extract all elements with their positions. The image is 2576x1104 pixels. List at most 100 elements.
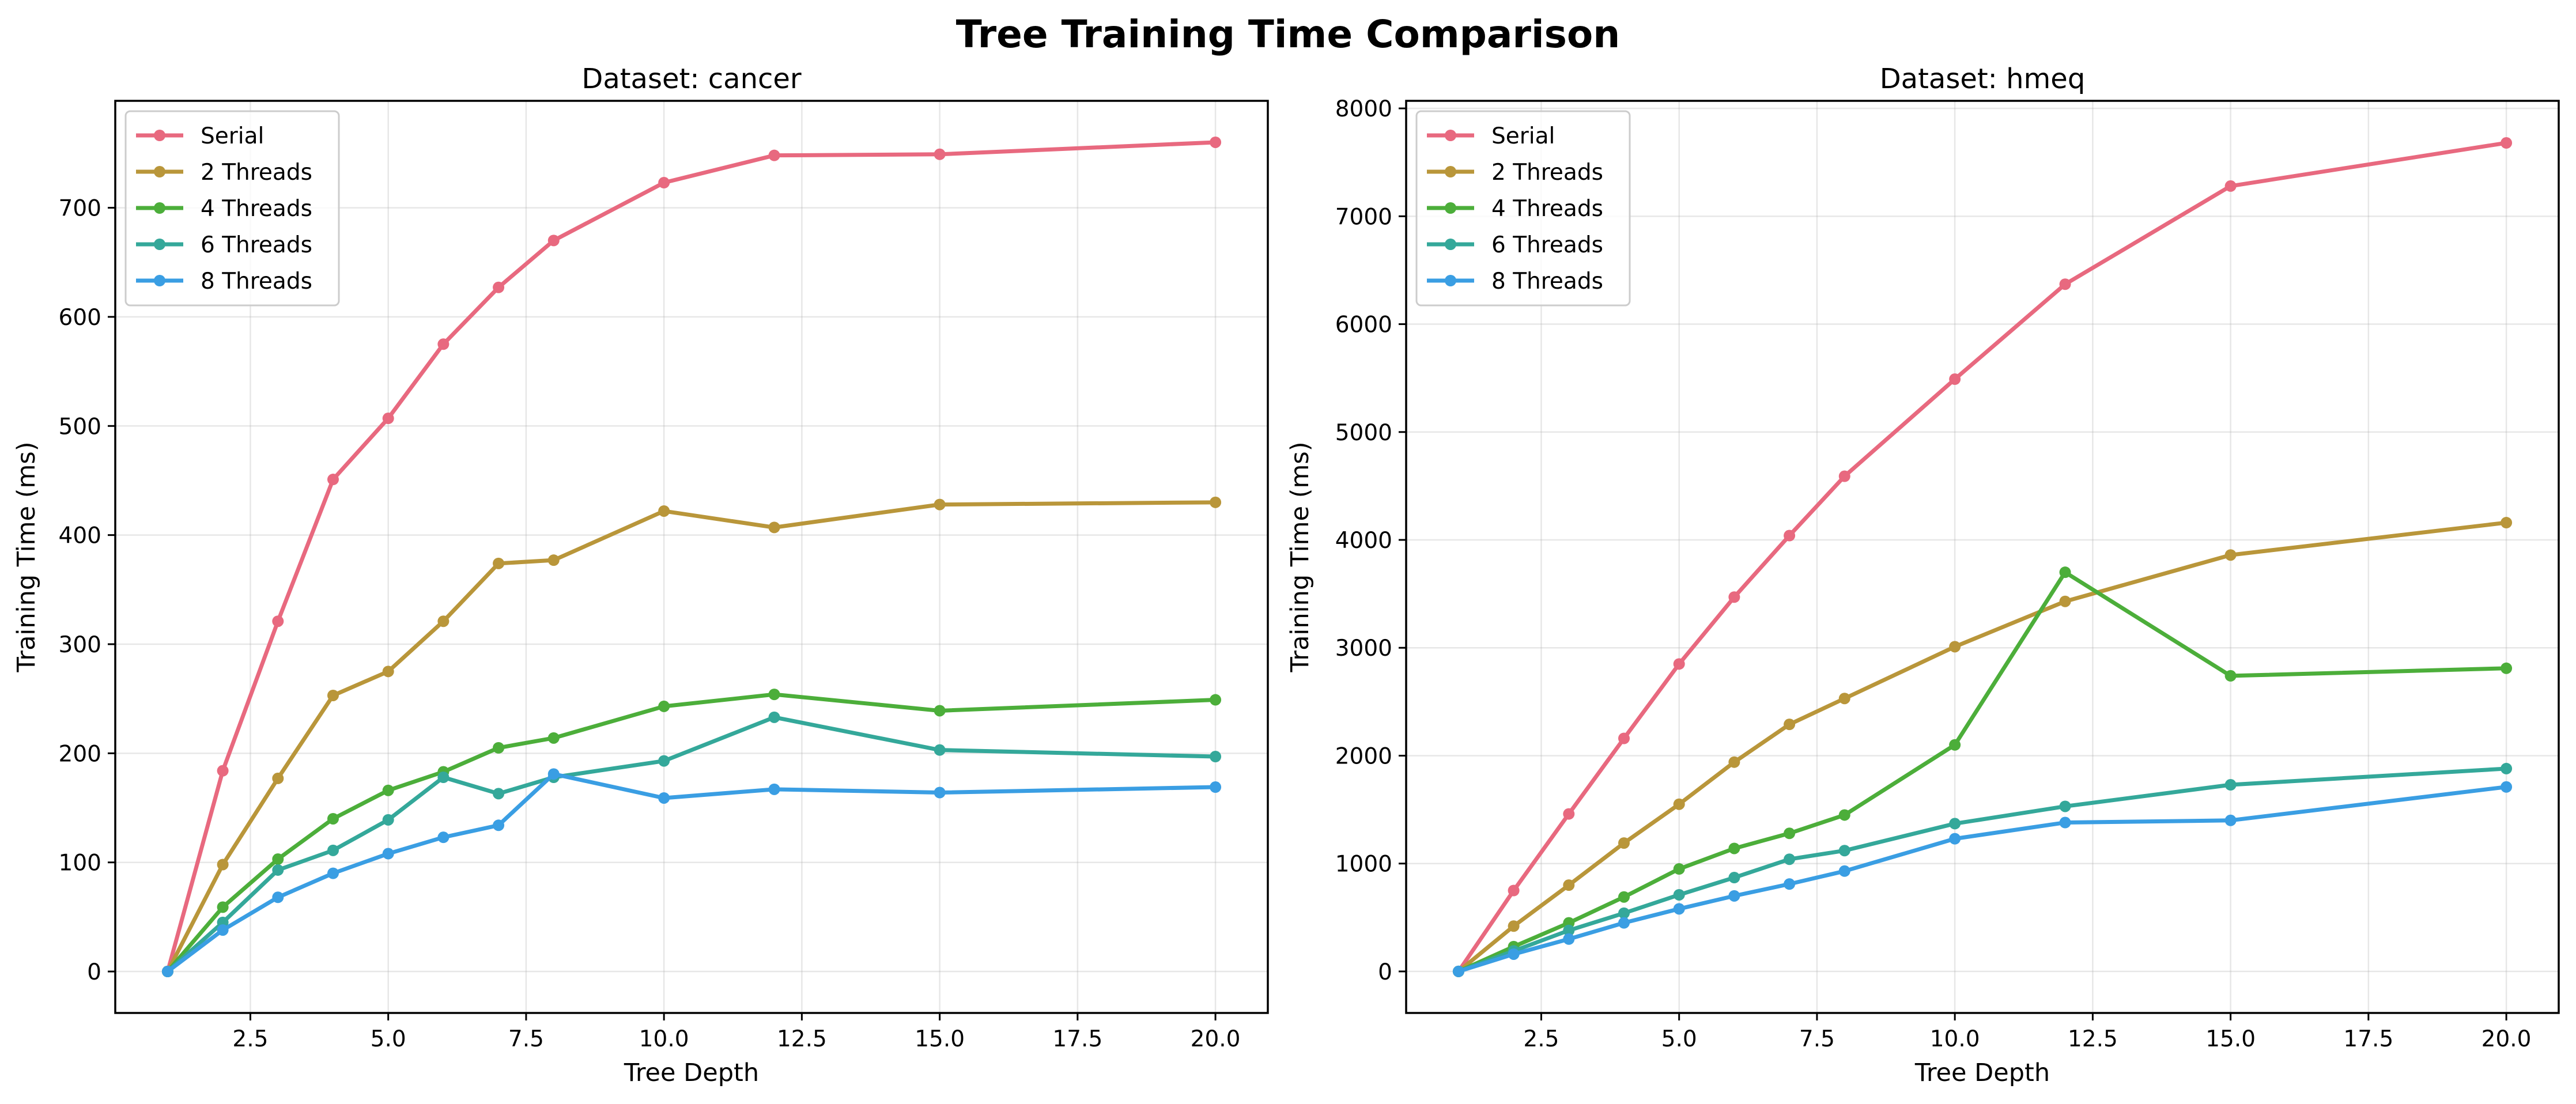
chart-title: Dataset: cancer bbox=[581, 63, 802, 95]
data-point-6-threads bbox=[2224, 779, 2237, 791]
data-point-2-threads bbox=[382, 666, 394, 678]
data-point-serial bbox=[272, 615, 284, 627]
data-point-2-threads bbox=[934, 498, 946, 511]
data-point-6-threads bbox=[1563, 924, 1575, 936]
data-point-8-threads bbox=[1452, 965, 1464, 977]
data-point-serial bbox=[768, 149, 780, 161]
x-tick-label: 5.0 bbox=[1661, 1026, 1697, 1052]
data-point-serial bbox=[934, 148, 946, 160]
legend-swatch-marker bbox=[154, 275, 165, 286]
legend-label: Serial bbox=[1491, 123, 1555, 149]
data-point-6-threads bbox=[2501, 762, 2513, 774]
data-point-8-threads bbox=[382, 848, 394, 860]
x-tick-label: 12.5 bbox=[2068, 1026, 2118, 1052]
x-tick-label: 7.5 bbox=[1799, 1026, 1835, 1052]
data-point-2-threads bbox=[768, 521, 780, 534]
data-point-serial bbox=[1563, 808, 1575, 820]
data-point-4-threads bbox=[382, 784, 394, 796]
data-point-8-threads bbox=[1728, 890, 1740, 902]
y-tick-label: 2000 bbox=[1335, 743, 1392, 769]
data-point-serial bbox=[1673, 658, 1685, 670]
legend-label: 6 Threads bbox=[201, 232, 312, 258]
series-line-4-threads bbox=[1456, 570, 2509, 974]
legend-label: 8 Threads bbox=[201, 269, 312, 294]
series-line-6-threads bbox=[1456, 766, 2509, 974]
data-point-2-threads bbox=[1210, 496, 1222, 508]
data-point-6-threads bbox=[658, 755, 670, 767]
data-point-2-threads bbox=[493, 557, 505, 569]
data-point-4-threads bbox=[1728, 842, 1740, 855]
data-point-serial bbox=[1838, 470, 1850, 482]
chart-title: Dataset: hmeq bbox=[1880, 63, 2086, 95]
x-tick-label: 17.5 bbox=[2343, 1026, 2393, 1052]
x-axis-label: Tree Depth bbox=[624, 1058, 759, 1087]
data-point-4-threads bbox=[2059, 566, 2071, 579]
data-point-4-threads bbox=[547, 732, 560, 744]
data-point-serial bbox=[437, 338, 450, 350]
legend: Serial 2 Threads 4 Threads 6 Threads 8 Threa… bbox=[124, 110, 340, 307]
legend-swatch-marker bbox=[154, 239, 165, 250]
x-tick-label: 12.5 bbox=[777, 1026, 827, 1052]
y-tick-label: 700 bbox=[59, 196, 101, 222]
data-point-8-threads bbox=[1563, 933, 1575, 945]
legend-label: 8 Threads bbox=[1491, 269, 1603, 294]
grid bbox=[115, 101, 1268, 1013]
series-8-threads bbox=[161, 768, 1222, 978]
data-point-4-threads bbox=[493, 742, 505, 754]
data-point-8-threads bbox=[934, 787, 946, 799]
data-point-4-threads bbox=[327, 812, 339, 825]
data-point-6-threads bbox=[768, 711, 780, 723]
y-tick-label: 500 bbox=[59, 414, 101, 440]
y-tick-label: 0 bbox=[1378, 959, 1392, 985]
legend-swatch-marker bbox=[1445, 166, 1456, 177]
legend-item-6-threads: 6 Threads bbox=[136, 232, 312, 258]
data-point-6-threads bbox=[1838, 845, 1850, 857]
data-point-2-threads bbox=[1784, 719, 1796, 731]
data-point-8-threads bbox=[658, 792, 670, 804]
data-point-2-threads bbox=[1508, 920, 1520, 932]
legend-box bbox=[124, 110, 340, 307]
legend-item-6-threads: 6 Threads bbox=[1427, 232, 1603, 258]
series-2-threads bbox=[1452, 517, 2513, 977]
x-tick-label: 20.0 bbox=[1191, 1026, 1241, 1052]
legend-item-4-threads: 4 Threads bbox=[136, 196, 312, 222]
data-point-2-threads bbox=[217, 859, 229, 871]
y-tick-label: 3000 bbox=[1335, 636, 1392, 661]
data-point-serial bbox=[547, 235, 560, 247]
y-axis-label: Training Time (ms) bbox=[12, 441, 41, 672]
data-point-6-threads bbox=[1673, 889, 1685, 901]
y-axis-label: Training Time (ms) bbox=[1286, 441, 1315, 672]
series-8-threads bbox=[1452, 781, 2513, 977]
data-point-2-threads bbox=[658, 505, 670, 517]
legend-swatch-marker bbox=[1445, 275, 1456, 286]
data-point-2-threads bbox=[437, 615, 450, 627]
legend-label: Serial bbox=[201, 123, 264, 149]
data-point-4-threads bbox=[2501, 662, 2513, 674]
data-point-2-threads bbox=[2224, 549, 2237, 561]
data-point-2-threads bbox=[1949, 641, 1961, 653]
data-point-2-threads bbox=[327, 689, 339, 701]
data-point-4-threads bbox=[1949, 739, 1961, 751]
y-tick-label: 200 bbox=[59, 741, 101, 767]
data-point-4-threads bbox=[658, 700, 670, 712]
data-point-2-threads bbox=[1673, 798, 1685, 810]
series-line-4-threads bbox=[165, 692, 1218, 974]
legend-label: 4 Threads bbox=[201, 196, 312, 222]
data-point-4-threads bbox=[217, 901, 229, 913]
data-point-8-threads bbox=[2059, 816, 2071, 829]
data-point-serial bbox=[1784, 530, 1796, 542]
figure-title: Tree Training Time Comparison bbox=[956, 12, 1620, 56]
series-line-serial bbox=[165, 140, 1218, 974]
data-point-serial bbox=[2224, 180, 2237, 192]
legend: Serial 2 Threads 4 Threads 6 Threads 8 Threa… bbox=[1415, 110, 1631, 307]
data-point-6-threads bbox=[934, 744, 946, 756]
series-line-serial bbox=[1456, 141, 2509, 974]
series-6-threads bbox=[1452, 762, 2513, 977]
legend-label: 2 Threads bbox=[201, 160, 312, 186]
x-tick-label: 17.5 bbox=[1052, 1026, 1102, 1052]
data-point-4-threads bbox=[2224, 670, 2237, 682]
legend-swatch-marker bbox=[1445, 202, 1456, 214]
data-point-8-threads bbox=[493, 819, 505, 831]
legend-swatch-marker bbox=[1445, 130, 1456, 141]
y-tick-label: 1000 bbox=[1335, 852, 1392, 878]
